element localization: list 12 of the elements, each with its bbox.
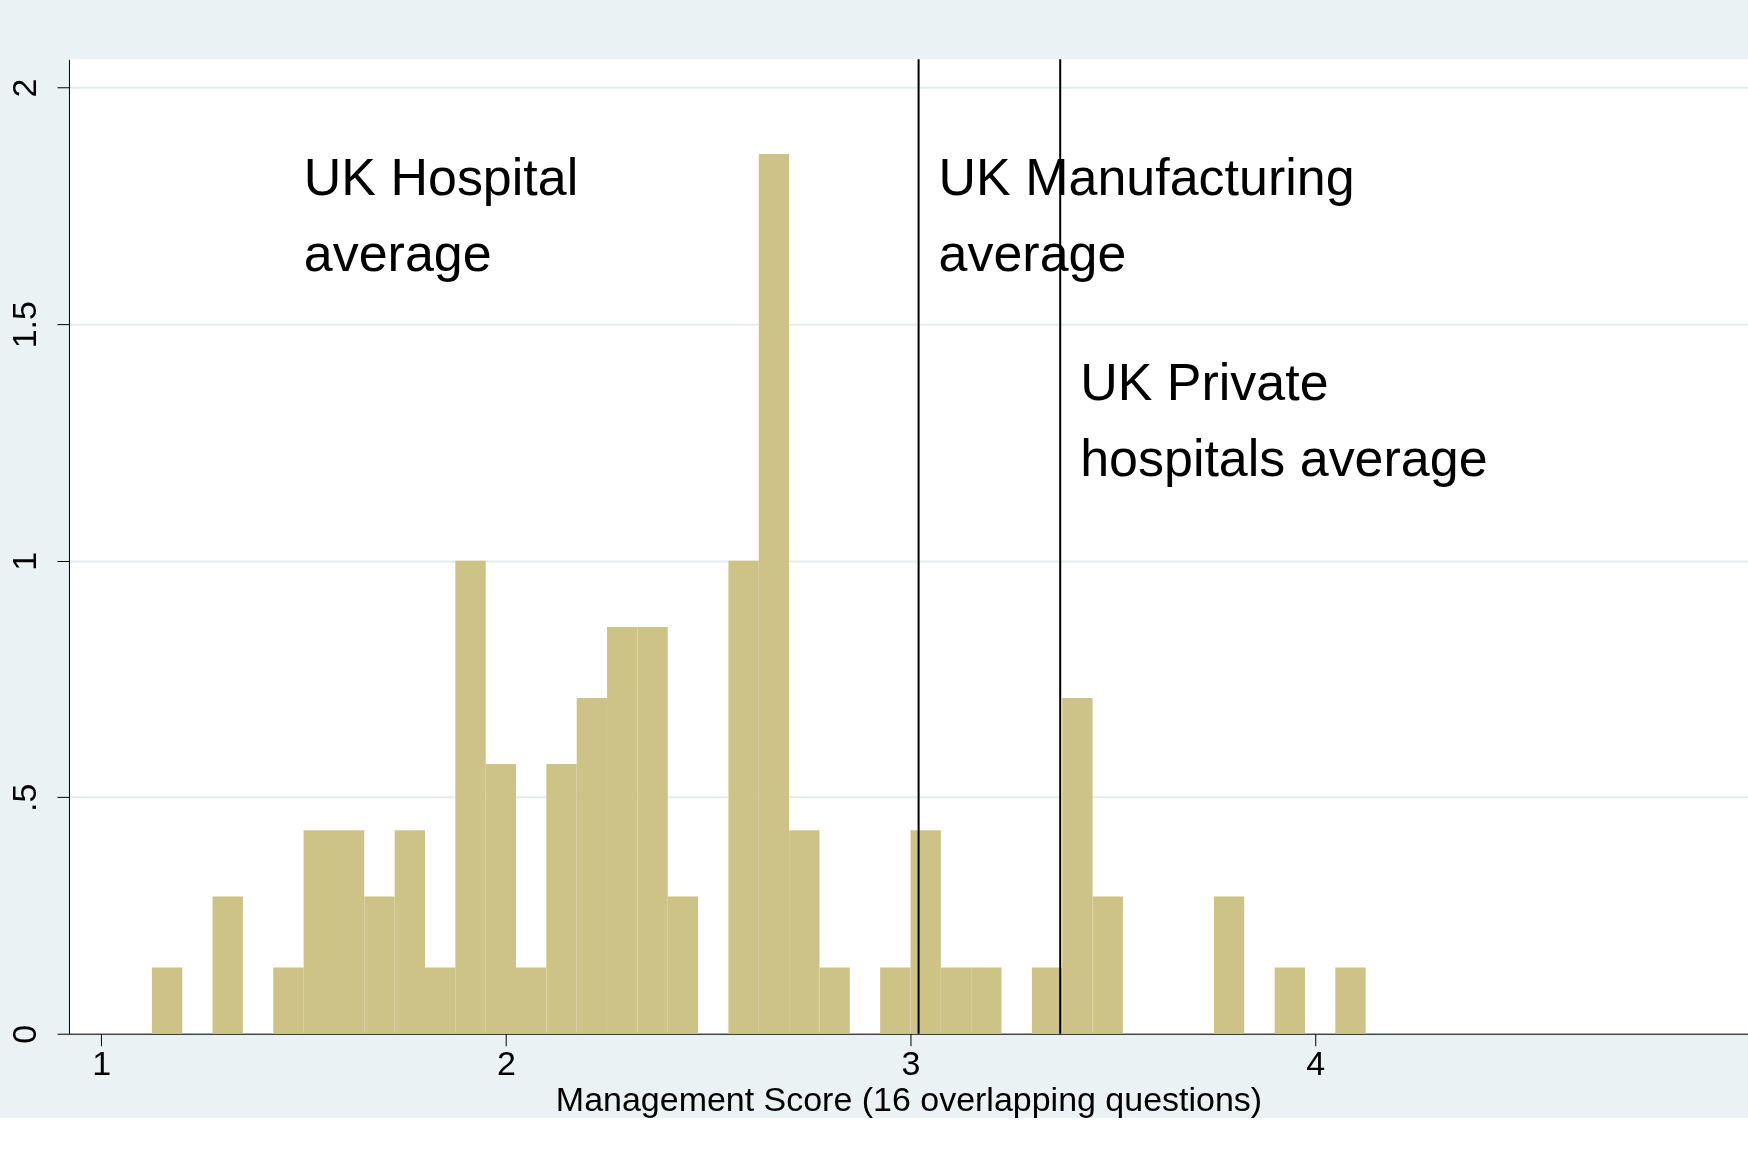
y-tick-label: 1.5 [5,301,44,349]
y-tick-label: 0 [5,1024,44,1044]
annotation: UK Hospital average [303,148,579,283]
x-tick-label: 3 [901,1044,921,1083]
y-tick-label: .5 [5,783,44,812]
x-tick-label: 2 [496,1044,516,1083]
y-tick-label: 2 [5,78,44,98]
x-axis-title: Management Score (16 overlapping questions) [555,1080,1263,1119]
y-tick-label: 1 [5,551,44,571]
ref-line-label: UK Private hospitals average [1080,353,1488,488]
x-tick-label: 4 [1306,1044,1326,1083]
x-tick-label: 1 [92,1044,112,1083]
